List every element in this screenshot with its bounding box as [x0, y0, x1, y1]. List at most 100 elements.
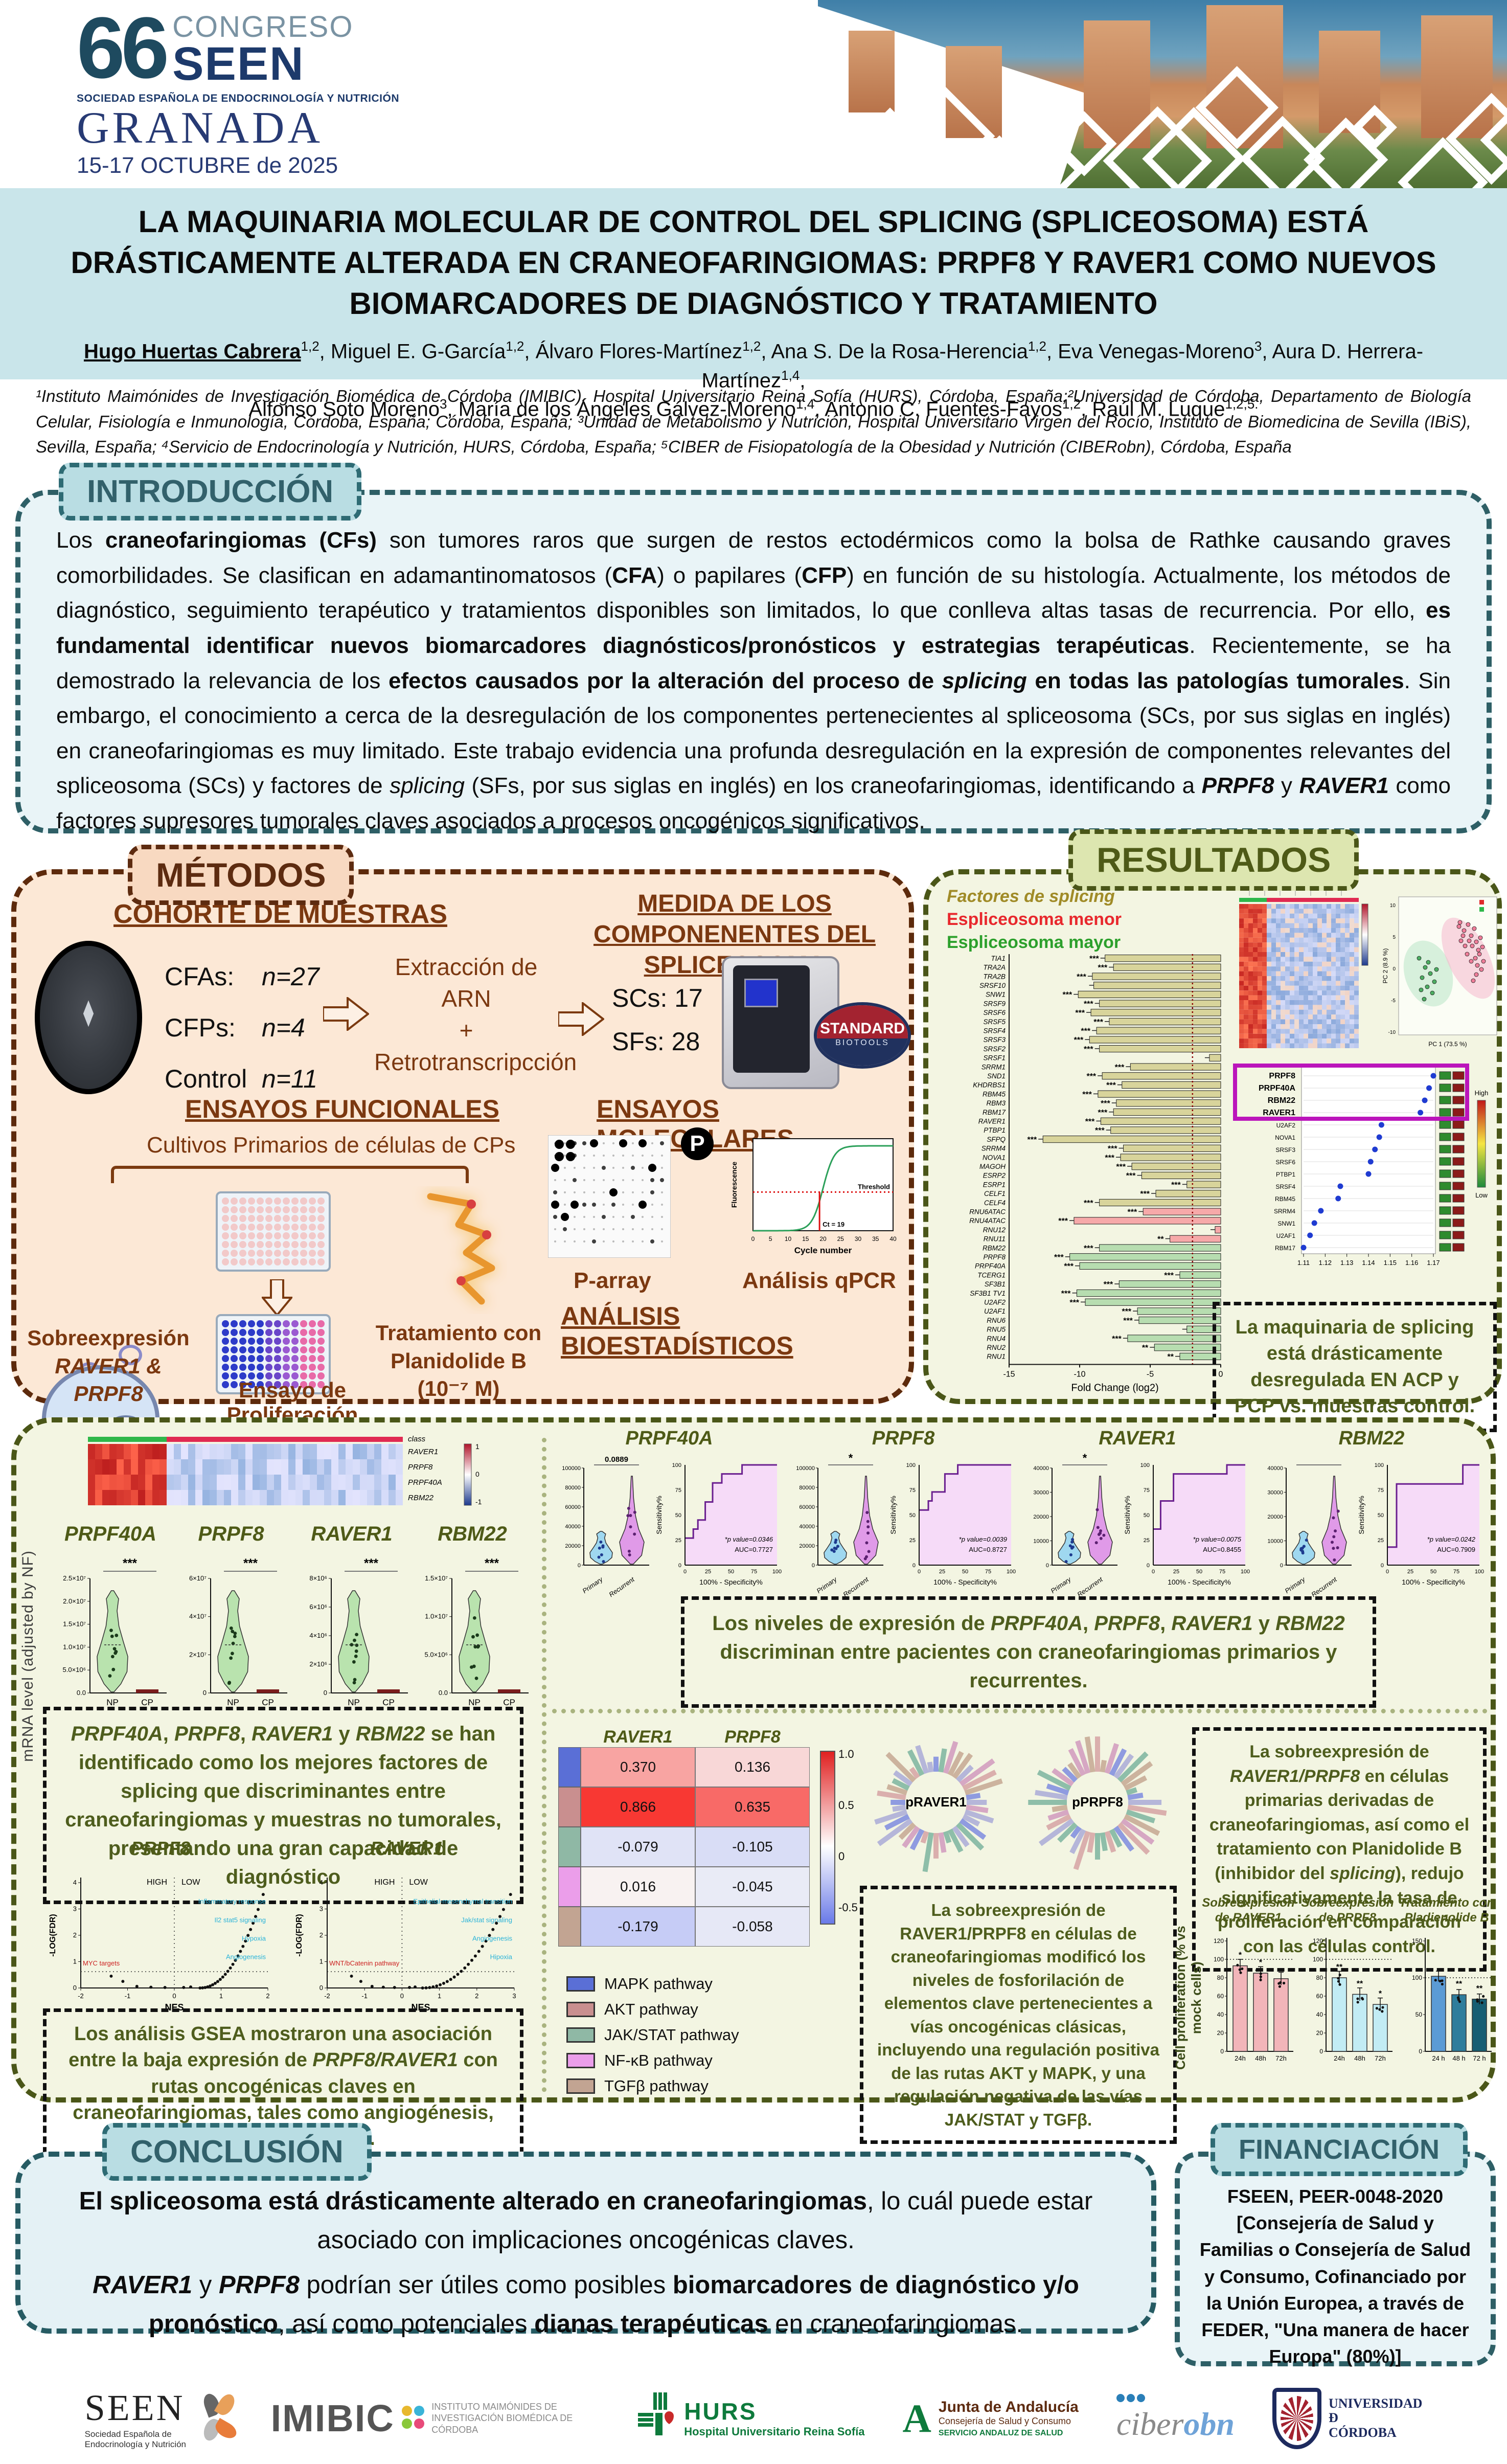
svg-text:Fold Change (log2): Fold Change (log2) — [1071, 1383, 1158, 1394]
svg-text:RNU2: RNU2 — [987, 1344, 1006, 1351]
svg-text:40000: 40000 — [1267, 1465, 1283, 1472]
svg-text:120: 120 — [1313, 1937, 1323, 1945]
svg-text:40: 40 — [1316, 2011, 1323, 2018]
fold-change-chart: TIA1 *** TRA2A *** TRA2B *** SRSF10 SNW1 *** SRSF… — [931, 951, 1228, 1411]
svg-text:CP: CP — [262, 1698, 274, 1707]
svg-text:1.15: 1.15 — [1384, 1259, 1397, 1267]
svg-text:4×10⁶: 4×10⁶ — [309, 1632, 327, 1639]
svg-text:5: 5 — [1392, 935, 1396, 940]
svg-text:50: 50 — [1144, 1512, 1150, 1519]
svg-text:75: 75 — [1219, 1569, 1225, 1575]
svg-text:U2AF1: U2AF1 — [1276, 1232, 1296, 1239]
bioestadistic-header: ANÁLISIS BIOESTADÍSTICOS — [561, 1302, 793, 1360]
circular-plot-pRAVER1: pRAVER1 — [858, 1724, 1014, 1883]
svg-text:***: *** — [1058, 1217, 1068, 1226]
svg-text:***: *** — [1116, 1163, 1126, 1171]
ciber-text: ciber — [1116, 2405, 1184, 2442]
proliferation-plate-icon — [216, 1314, 331, 1394]
svg-text:CELF4: CELF4 — [984, 1199, 1006, 1207]
seen-congress-logo: 66 CONGRESO SEEN SOCIEDAD ESPAÑOLA DE EN… — [77, 5, 465, 178]
ciberobn-dots-icon — [1116, 2393, 1235, 2405]
svg-text:6×10⁷: 6×10⁷ — [189, 1574, 207, 1582]
svg-text:CP: CP — [141, 1698, 153, 1707]
svg-text:0: 0 — [400, 1992, 404, 2000]
svg-text:***: *** — [1064, 1262, 1074, 1271]
svg-text:class: class — [408, 1435, 426, 1443]
conclusion-line1: El spliceosoma está drásticamente altera… — [79, 2187, 1093, 2254]
matrix-row-chip-NF-κB — [558, 1867, 581, 1907]
svg-text:U2AF1: U2AF1 — [984, 1307, 1006, 1315]
svg-text:0: 0 — [1219, 1370, 1223, 1379]
svg-text:1.11: 1.11 — [1297, 1259, 1310, 1267]
svg-text:RBM3: RBM3 — [986, 1099, 1006, 1107]
svg-text:***: *** — [1075, 1009, 1085, 1018]
svg-text:50: 50 — [675, 1512, 681, 1519]
svg-text:40000: 40000 — [565, 1524, 581, 1530]
svg-text:*: * — [849, 1452, 853, 1464]
matrix-col-header: RAVER1 — [603, 1727, 673, 1747]
svg-text:Sensitivity%: Sensitivity% — [1357, 1496, 1365, 1534]
svg-text:***: *** — [1112, 1335, 1122, 1343]
svg-text:72h: 72h — [1275, 2054, 1287, 2062]
poster-title: LA MAQUINARIA MOLECULAR DE CONTROL DEL S… — [71, 205, 1436, 321]
svg-text:***: *** — [1084, 1045, 1093, 1054]
svg-text:MAGOH: MAGOH — [979, 1163, 1006, 1170]
authors: Hugo Huertas Cabrera1,2, Miguel E. G-Gar… — [83, 338, 1424, 421]
svg-text:***: *** — [485, 1556, 499, 1570]
svg-text:-1: -1 — [475, 1498, 482, 1506]
svg-text:NP: NP — [348, 1698, 360, 1707]
svg-text:0: 0 — [73, 1984, 77, 1992]
svg-text:48h: 48h — [1354, 2054, 1365, 2062]
svg-text:MYC targets: MYC targets — [83, 1959, 120, 1967]
svg-text:75: 75 — [1144, 1487, 1150, 1494]
svg-text:**: ** — [1476, 1984, 1483, 1993]
svg-text:0.0: 0.0 — [439, 1689, 448, 1697]
obn-text: obn — [1183, 2405, 1235, 2442]
svg-text:6×10⁶: 6×10⁶ — [309, 1603, 327, 1611]
svg-text:-2: -2 — [78, 1992, 84, 2000]
svg-text:RBM17: RBM17 — [1275, 1245, 1295, 1252]
svg-text:***: *** — [1084, 1244, 1093, 1253]
svg-text:TIA1: TIA1 — [991, 955, 1006, 962]
sfs-count: SFs: 28 — [612, 1027, 700, 1056]
svg-text:2.5×10⁷: 2.5×10⁷ — [63, 1574, 86, 1582]
svg-text:***: *** — [1098, 964, 1108, 973]
matrix-row-chip-TGFβ — [558, 1907, 581, 1947]
hurs-cross-icon — [638, 2392, 677, 2444]
svg-text:Sensitivity%: Sensitivity% — [889, 1496, 897, 1534]
svg-text:SND1: SND1 — [987, 1072, 1006, 1080]
splicing-legend: Factores de splicing Espliceosoma menor Es… — [947, 887, 1122, 952]
svg-text:100: 100 — [1214, 1956, 1224, 1963]
svg-text:***: *** — [1123, 1317, 1133, 1325]
svg-text:***: *** — [1089, 955, 1099, 963]
svg-text:10000: 10000 — [1033, 1539, 1049, 1545]
svg-text:20: 20 — [819, 1235, 827, 1242]
matrix-row-chip-JAK/STAT — [558, 1827, 581, 1867]
svg-text:Hypoxia: Hypoxia — [242, 1934, 266, 1942]
svg-text:*: * — [1259, 1958, 1263, 1967]
svg-text:PRPF8: PRPF8 — [1269, 1072, 1295, 1080]
svg-text:1.0×10⁷: 1.0×10⁷ — [425, 1613, 448, 1620]
svg-text:SFPQ: SFPQ — [987, 1136, 1006, 1143]
svg-text:SF3B1: SF3B1 — [985, 1280, 1006, 1288]
svg-text:75: 75 — [751, 1569, 757, 1575]
primary-recurrent-panel: RAVER1 40000 30000 20000 10000 0 * Primary Recur… — [1033, 1428, 1250, 1599]
pathway-legend-item: NF-κB pathway — [566, 2051, 739, 2070]
svg-text:Angiogenesis: Angiogenesis — [226, 1953, 266, 1960]
svg-text:3: 3 — [73, 1905, 77, 1913]
svg-text:PRPF40A: PRPF40A — [975, 1262, 1006, 1270]
svg-text:CP: CP — [382, 1698, 395, 1707]
svg-text:*: * — [1379, 1990, 1382, 1998]
svg-text:SNW1: SNW1 — [1277, 1220, 1295, 1227]
gsea-note: Los análisis GSEA mostraron una asociaci… — [43, 2008, 523, 2165]
svg-text:**: ** — [1142, 1344, 1149, 1352]
overexpression-label: Sobreexpresión RAVER1 & PRPF8 — [27, 1326, 190, 1406]
svg-text:2×10⁶: 2×10⁶ — [309, 1660, 327, 1668]
hurs-sub: Hospital Universitario Reina Sofía — [684, 2425, 865, 2438]
svg-text:***: *** — [1171, 1181, 1181, 1189]
svg-text:2: 2 — [266, 1992, 269, 2000]
svg-text:100: 100 — [1140, 1462, 1150, 1468]
svg-text:***: *** — [1061, 1290, 1071, 1298]
p-array-image — [547, 1135, 671, 1260]
